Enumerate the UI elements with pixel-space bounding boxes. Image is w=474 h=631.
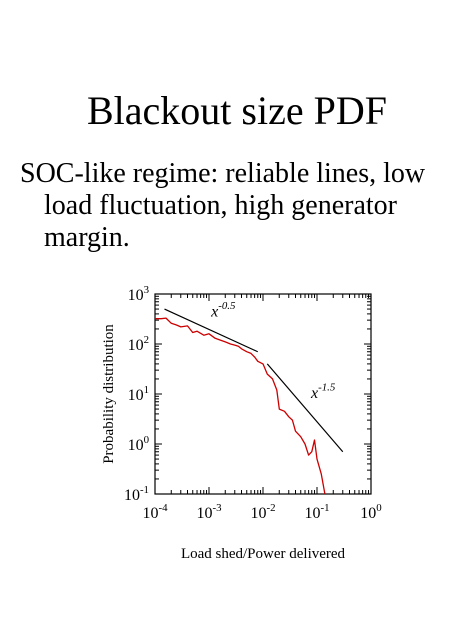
- bullet-line: margin.: [44, 222, 130, 253]
- data-series-line: [155, 317, 326, 495]
- x-tick-label: 10-4: [142, 502, 168, 522]
- y-tick-label: 100: [128, 434, 150, 454]
- reference-line: [266, 363, 344, 453]
- reference-line: [164, 308, 259, 353]
- x-tick-label: 100: [360, 502, 382, 522]
- plot-frame: [154, 293, 372, 495]
- y-tick-label: 101: [128, 384, 149, 404]
- bullet-line: load fluctuation, high generator: [44, 190, 397, 221]
- blackout-size-pdf-chart: 10-4 10-3 10-2 10-1 100 10-1 100 101 102 103 Load …: [101, 284, 382, 562]
- slide-title: Blackout size PDF: [87, 88, 387, 133]
- reference-line-label: x-0.5: [210, 300, 236, 320]
- y-tick-label: 102: [128, 334, 149, 354]
- x-tick-label: 10-2: [250, 502, 275, 522]
- bullet-text: SOC-like regime: reliable lines, low loa…: [20, 158, 460, 254]
- reference-line-label: x-1.5: [310, 382, 336, 402]
- y-tick-label: 10-1: [124, 484, 149, 504]
- y-tick-label: 103: [128, 284, 150, 304]
- x-tick-label: 10-1: [304, 502, 329, 522]
- y-axis-label: Probability distribution: [101, 324, 117, 464]
- bullet-line: SOC-like regime: reliable lines, low: [20, 158, 426, 189]
- x-axis-label: Load shed/Power delivered: [181, 546, 346, 562]
- x-tick-label: 10-3: [196, 502, 222, 522]
